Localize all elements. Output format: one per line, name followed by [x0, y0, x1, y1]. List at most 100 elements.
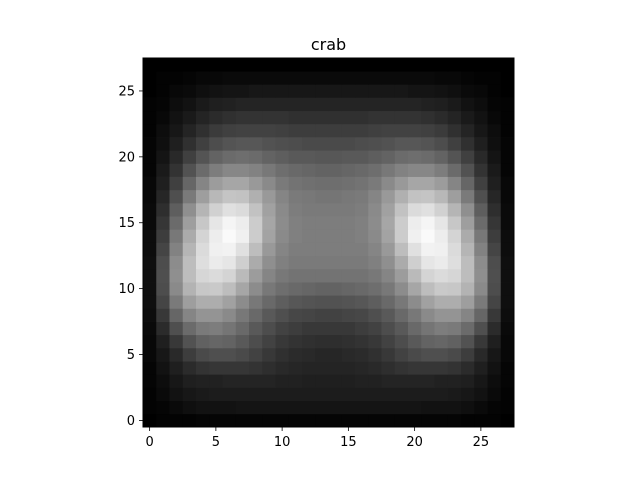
heatmap-cell [196, 347, 210, 362]
heatmap-cell [341, 242, 356, 257]
heatmap-cell [474, 216, 488, 230]
heatmap-cell [302, 229, 316, 243]
heatmap-cell [434, 347, 449, 362]
heatmap-cell [169, 58, 184, 72]
heatmap-cell [341, 150, 356, 164]
heatmap-cell [315, 321, 329, 336]
heatmap-cell [434, 387, 449, 401]
heatmap-cell [408, 137, 422, 151]
heatmap-cell [143, 84, 157, 98]
heatmap-cell [182, 216, 197, 230]
heatmap-cell [487, 202, 502, 217]
heatmap-cell [394, 97, 409, 112]
heatmap-cell [408, 97, 422, 112]
heatmap-cell [461, 361, 475, 375]
heatmap-cell [302, 137, 316, 151]
heatmap-cell [328, 361, 343, 375]
heatmap-cell [487, 163, 502, 177]
heatmap-cell [408, 400, 422, 415]
heatmap-cell [249, 374, 263, 388]
heatmap-cell [461, 400, 475, 415]
heatmap-cell [315, 202, 329, 217]
heatmap-cell [461, 58, 475, 72]
heatmap-cell [315, 71, 329, 85]
heatmap-cell [143, 110, 157, 125]
heatmap-cell [275, 97, 290, 112]
heatmap-cell [487, 110, 502, 125]
heatmap-cell [222, 202, 237, 217]
heatmap-cell [355, 268, 369, 283]
heatmap-cell [288, 110, 303, 125]
heatmap-cell [394, 308, 409, 322]
heatmap-cell [341, 374, 356, 388]
heatmap-cell [262, 361, 276, 375]
heatmap-cell [196, 202, 210, 217]
heatmap-cell [196, 255, 210, 270]
heatmap-cell [262, 137, 276, 151]
x-tick-label: 5 [212, 435, 220, 450]
heatmap-cell [368, 202, 382, 217]
heatmap-cell [235, 84, 250, 98]
heatmap-cell [421, 123, 435, 138]
heatmap-cell [394, 110, 409, 125]
heatmap-cell [434, 413, 449, 428]
heatmap-cell [196, 176, 210, 191]
heatmap-cell [394, 150, 409, 164]
heatmap-cell [461, 216, 475, 230]
heatmap-cell [355, 255, 369, 270]
heatmap-cell [288, 334, 303, 349]
heatmap-cell [169, 163, 184, 177]
heatmap-cell [156, 176, 170, 191]
heatmap-cell [421, 374, 435, 388]
heatmap-cell [156, 216, 170, 230]
heatmap-cell [315, 413, 329, 428]
heatmap-cell [302, 176, 316, 191]
heatmap-cell [288, 58, 303, 72]
heatmap-cell [275, 189, 290, 204]
heatmap-cell [288, 71, 303, 85]
heatmap-cell [222, 229, 237, 243]
heatmap-cell [169, 413, 184, 428]
heatmap-cell [209, 374, 223, 388]
heatmap-cell [182, 295, 197, 309]
heatmap-cell [328, 295, 343, 309]
heatmap-cell [474, 282, 488, 296]
heatmap-cell [302, 242, 316, 257]
heatmap-cell [341, 282, 356, 296]
heatmap-cell [196, 295, 210, 309]
heatmap-cell [421, 229, 435, 243]
heatmap-cell [275, 387, 290, 401]
heatmap-cell [209, 347, 223, 362]
heatmap-cell [355, 123, 369, 138]
heatmap-cell [169, 347, 184, 362]
heatmap-cell [209, 295, 223, 309]
heatmap-cell [169, 268, 184, 283]
heatmap-cell [461, 321, 475, 336]
heatmap-cell [222, 268, 237, 283]
heatmap-cell [408, 150, 422, 164]
heatmap-cell [196, 334, 210, 349]
heatmap-cell [196, 71, 210, 85]
heatmap-cell [381, 374, 396, 388]
heatmap-cell [249, 413, 263, 428]
heatmap-cell [421, 295, 435, 309]
heatmap-cell [474, 387, 488, 401]
heatmap-cell [288, 321, 303, 336]
heatmap-cell [461, 387, 475, 401]
heatmap-cell [288, 255, 303, 270]
heatmap-cell [182, 189, 197, 204]
heatmap-cell [368, 189, 382, 204]
heatmap-cell [447, 282, 462, 296]
heatmap-cell [196, 321, 210, 336]
heatmap-cell [249, 268, 263, 283]
heatmap-cell [421, 150, 435, 164]
heatmap-cell [368, 361, 382, 375]
heatmap-cell [434, 176, 449, 191]
heatmap-cell [341, 295, 356, 309]
heatmap-cell [169, 295, 184, 309]
heatmap-cell [447, 400, 462, 415]
heatmap-cell [209, 216, 223, 230]
heatmap-cell [408, 321, 422, 336]
heatmap-cell [421, 255, 435, 270]
heatmap-cell [487, 58, 502, 72]
